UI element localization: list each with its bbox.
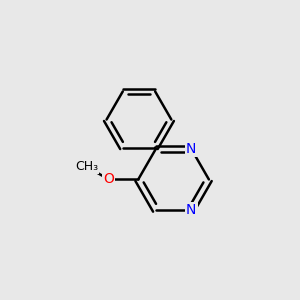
Text: N: N (186, 203, 196, 217)
Text: N: N (186, 142, 196, 156)
Text: CH₃: CH₃ (76, 160, 99, 173)
Text: O: O (103, 172, 114, 186)
